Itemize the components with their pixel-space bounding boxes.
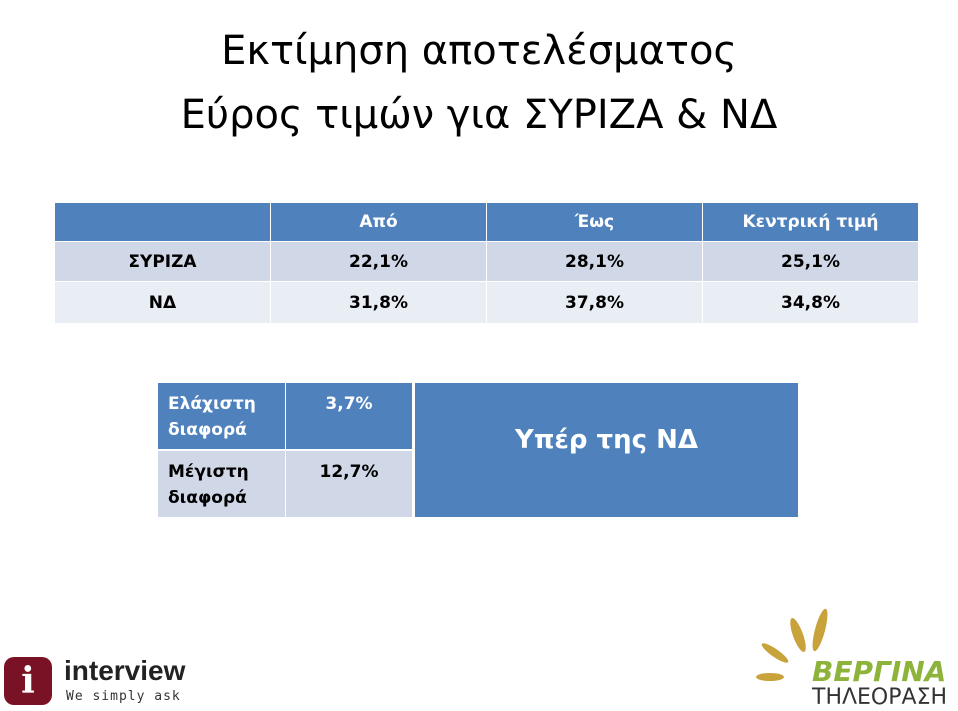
header-cell — [55, 203, 270, 241]
table-cell: 22,1% — [271, 242, 486, 281]
table-cell: ΝΔ — [55, 282, 270, 323]
table-cell: 12,7% — [286, 451, 412, 517]
logo-name: interview — [64, 655, 186, 686]
interview-logo: i interview We simply ask — [4, 655, 224, 707]
table-cell: 34,8% — [703, 282, 918, 323]
header-cell: Έως — [487, 203, 702, 241]
logo-slogan: We simply ask — [66, 689, 181, 704]
table-cell: 37,8% — [487, 282, 702, 323]
title-line: Εκτίμηση αποτελέσματος — [221, 28, 737, 74]
header-cell: Κεντρική τιμή — [703, 203, 918, 241]
logo-name: ΒΕΡΓΙΝΑ — [812, 655, 947, 688]
table-cell: 25,1% — [703, 242, 918, 281]
sun-icon — [756, 608, 828, 681]
vergina-logo: ΒΕΡΓΙΝΑ ΤΗΛΕΟΡΑΣΗ — [750, 605, 955, 711]
logo-icon: i — [4, 657, 52, 705]
title-line: Εύρος τιμών για ΣΥΡΙΖΑ & ΝΔ — [180, 92, 778, 138]
table-cell: ΣΥΡΙΖΑ — [55, 242, 270, 281]
logo-subtitle: ΤΗΛΕΟΡΑΣΗ — [812, 685, 948, 710]
table-cell: 3,7% — [286, 383, 412, 449]
table-cell: Ελάχιστη διαφορά — [158, 383, 285, 449]
table-cell: 28,1% — [487, 242, 702, 281]
note-cell: Υπέρ της ΝΔ — [415, 383, 798, 517]
table-cell: 31,8% — [271, 282, 486, 323]
header-cell: Από — [271, 203, 486, 241]
table-cell: Μέγιστη διαφορά — [158, 451, 285, 517]
